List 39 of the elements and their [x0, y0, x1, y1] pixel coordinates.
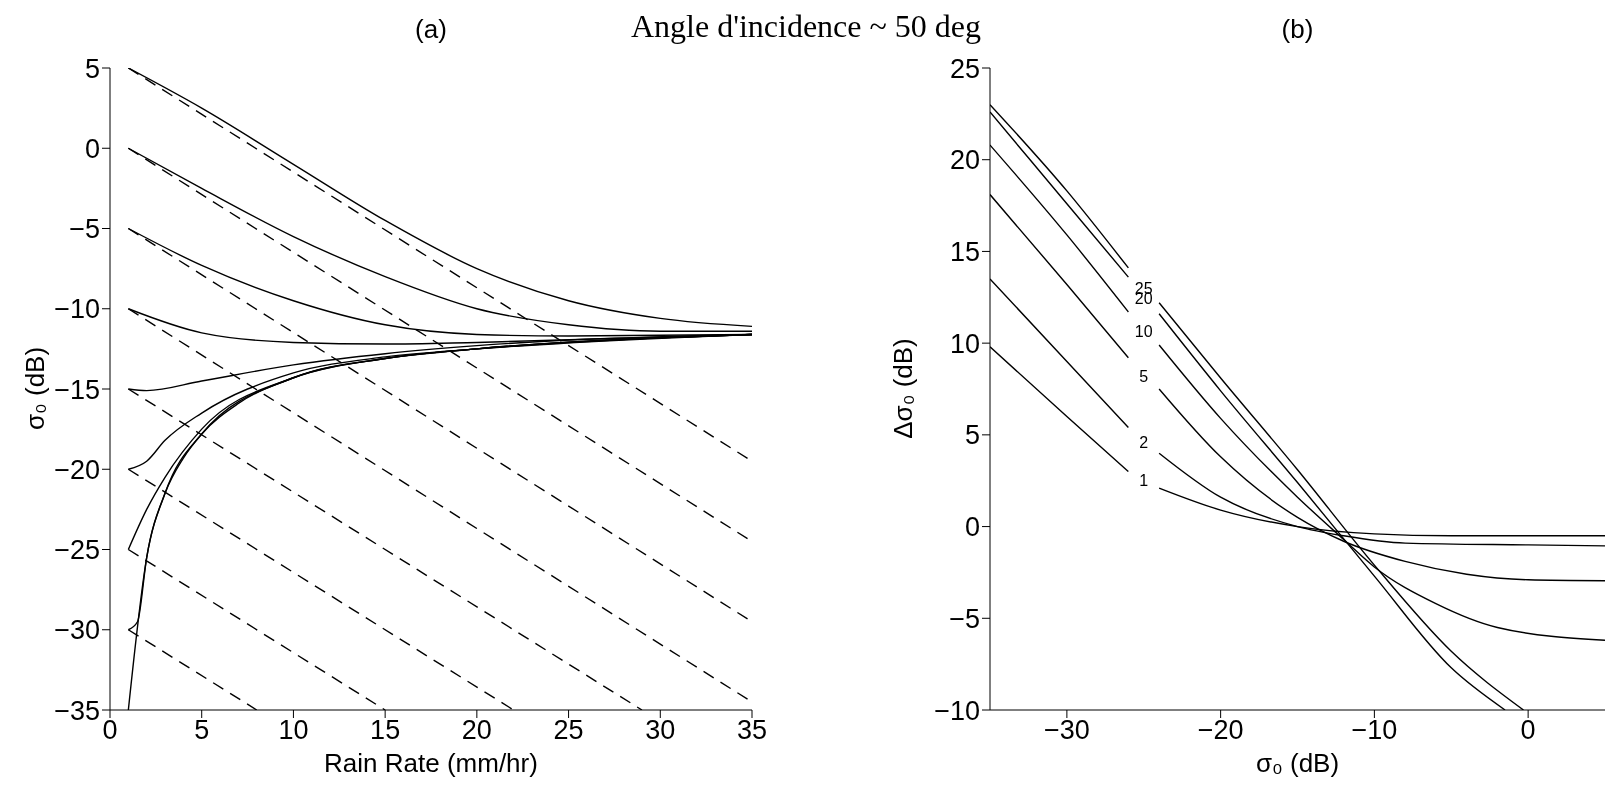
- chart-title: (a): [415, 14, 447, 44]
- x-tick-label: 25: [553, 715, 584, 746]
- x-axis-title: σ₀ (dB): [1254, 748, 1341, 779]
- series-label: 10: [1133, 322, 1154, 341]
- y-tick-label: 0: [964, 512, 980, 543]
- y-tick-label: −35: [54, 695, 100, 726]
- x-tick-label: 20: [461, 715, 492, 746]
- text: Angle d'incidence ~ 50 deg: [629, 8, 983, 45]
- y-tick-label: −15: [54, 374, 100, 405]
- series-label: 5: [1138, 367, 1150, 386]
- x-tick-label: 5: [194, 715, 210, 746]
- y-tick-label: 5: [84, 53, 100, 84]
- x-tick-label: 0: [1520, 715, 1536, 746]
- x-tick-label: −10: [1351, 715, 1398, 746]
- x-tick-label: 35: [736, 715, 768, 746]
- x-tick-label: 10: [278, 715, 309, 746]
- x-tick-label: −20: [1197, 715, 1244, 746]
- y-tick-label: −30: [54, 615, 100, 646]
- x-tick-label: −30: [1043, 715, 1090, 746]
- y-axis-title: Δσ₀ (dB): [887, 337, 919, 441]
- y-tick-label: 15: [949, 237, 980, 268]
- y-tick-label: −5: [949, 603, 980, 634]
- x-axis-title: Rain Rate (mm/hr): [323, 748, 539, 779]
- series-label: 2: [1138, 433, 1150, 452]
- y-axis-title: σ₀ (dB): [19, 345, 51, 433]
- y-tick-label: −5: [69, 214, 100, 245]
- y-tick-label: 5: [964, 420, 980, 451]
- y-tick-label: −20: [54, 454, 100, 485]
- chart-title: (b): [1280, 14, 1315, 45]
- series-label: 1: [1138, 472, 1150, 491]
- y-tick-label: 20: [949, 145, 980, 176]
- x-tick-label: 30: [645, 715, 676, 746]
- y-tick-label: 10: [949, 328, 980, 359]
- y-tick-label: 0: [84, 133, 100, 164]
- y-tick-label: −10: [54, 294, 100, 325]
- x-tick-label: 15: [370, 715, 401, 746]
- y-tick-label: −10: [934, 695, 980, 726]
- y-tick-label: −25: [54, 535, 100, 566]
- y-tick-label: 25: [949, 53, 980, 84]
